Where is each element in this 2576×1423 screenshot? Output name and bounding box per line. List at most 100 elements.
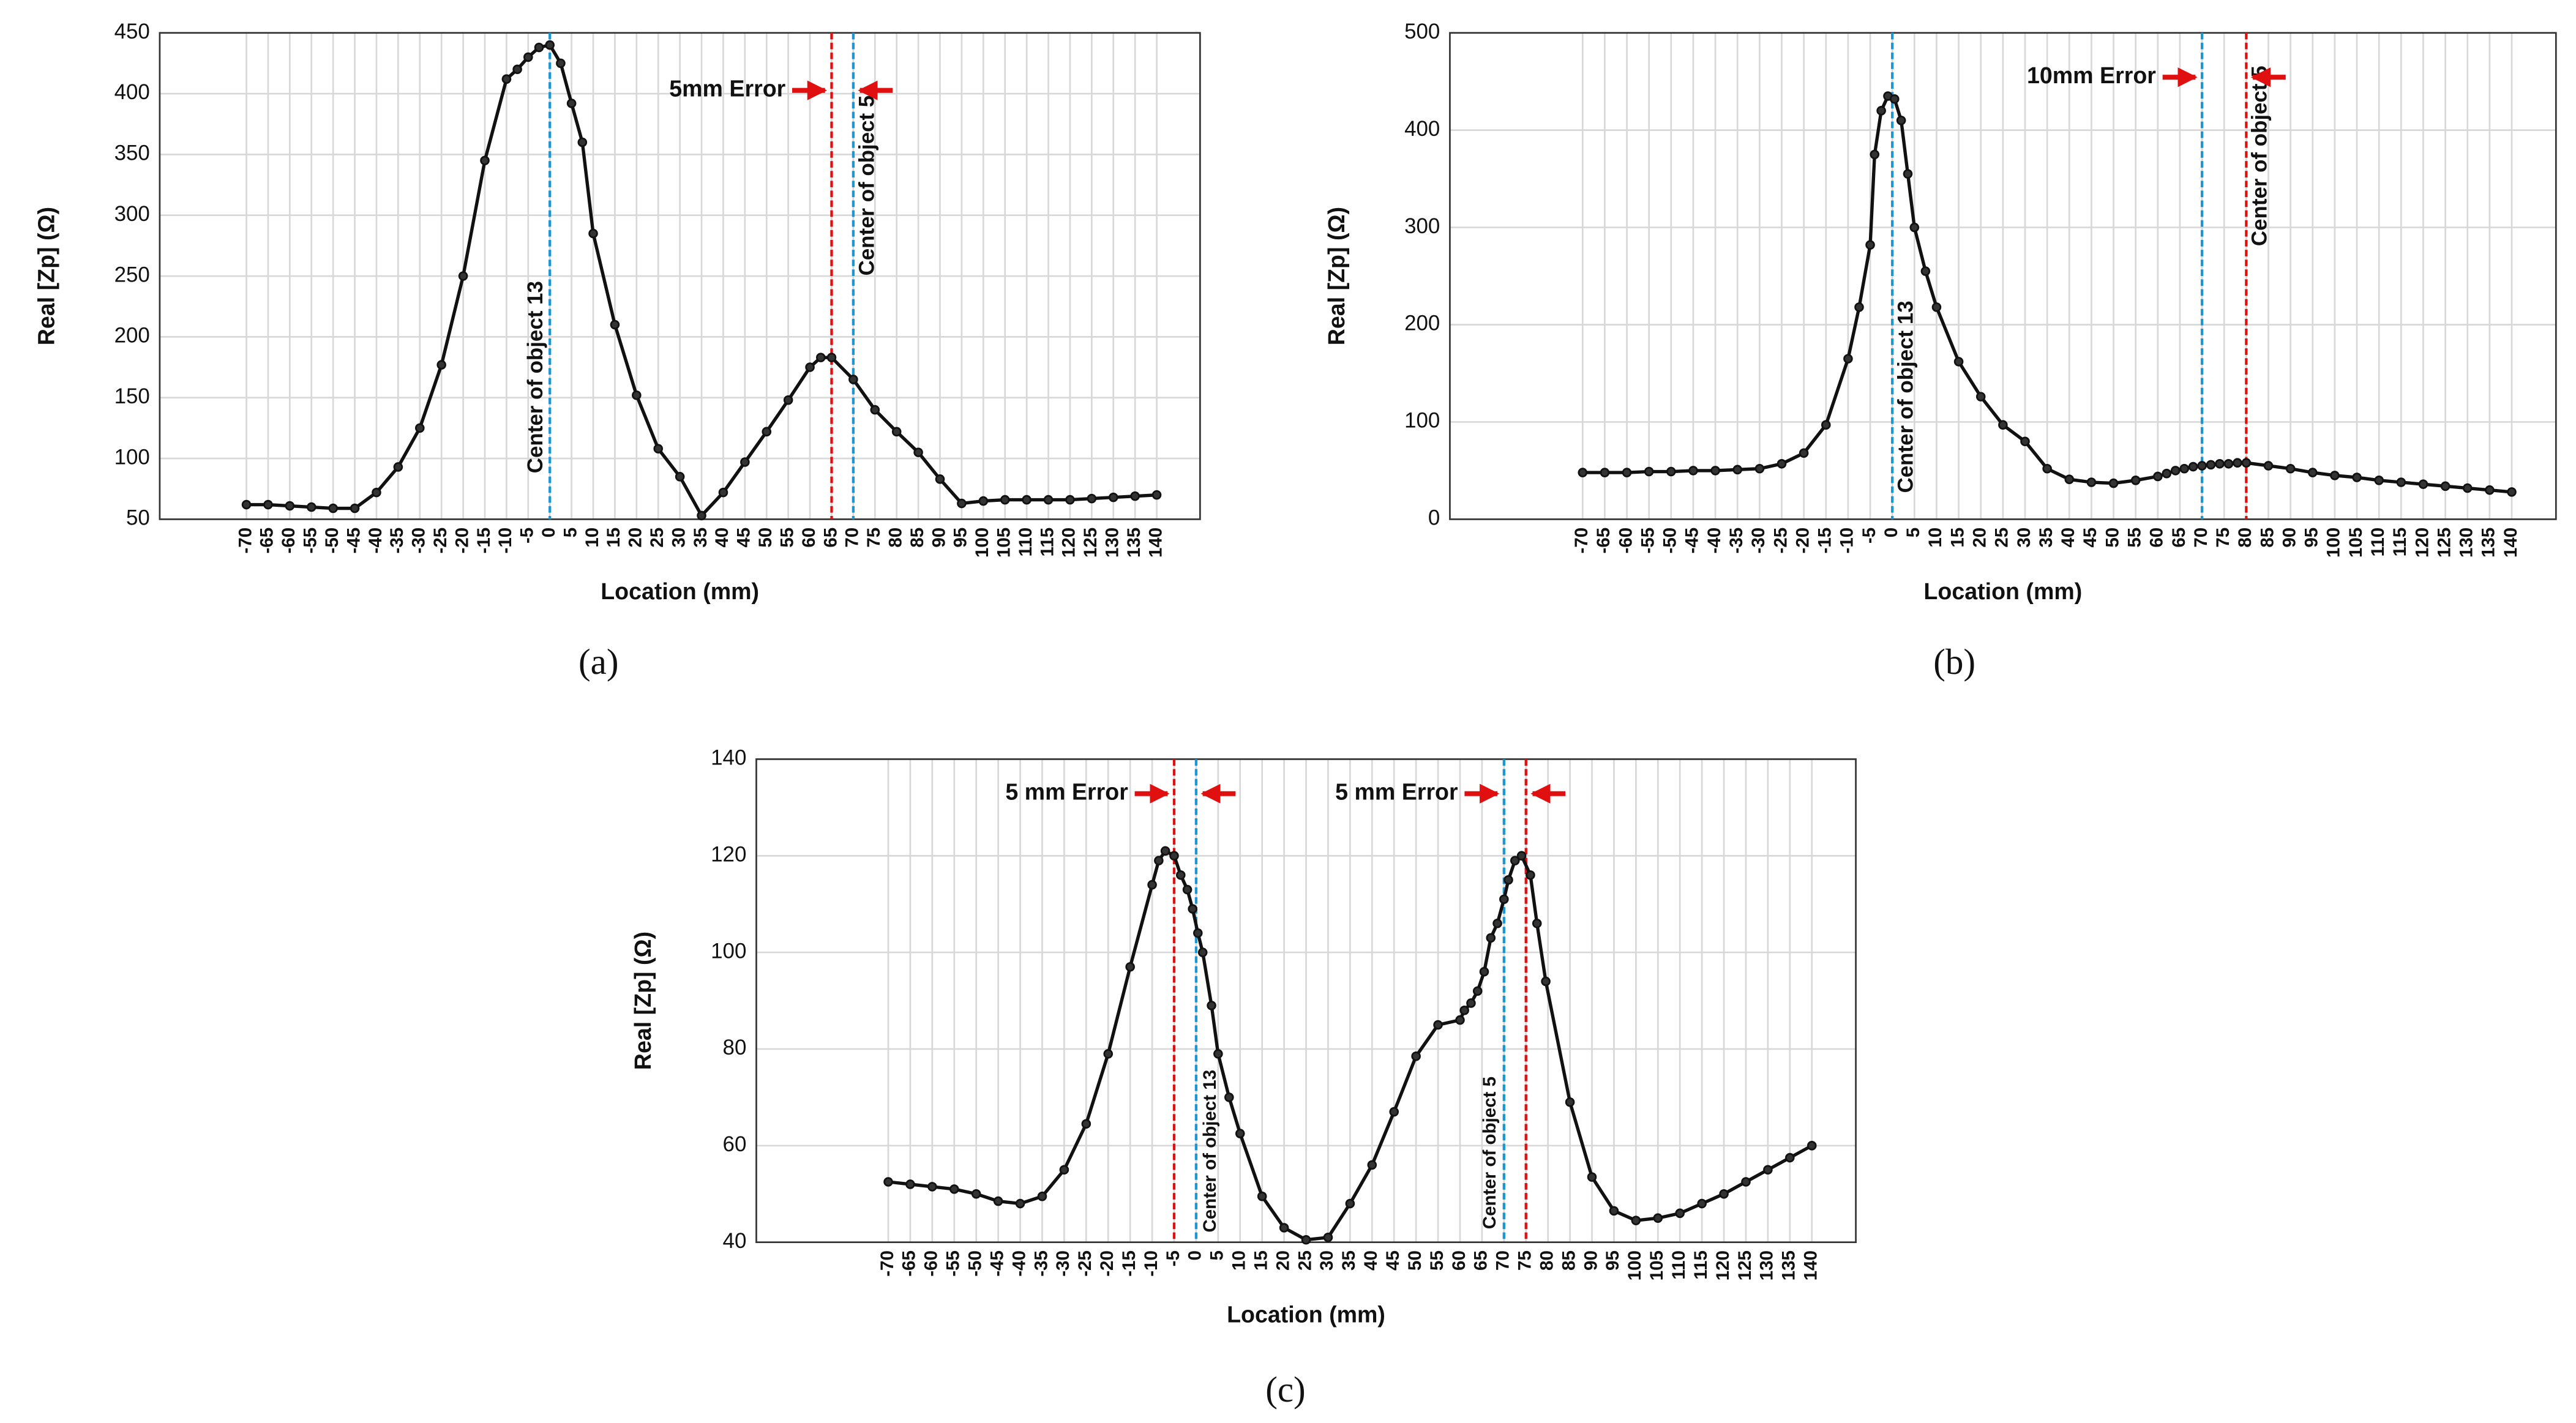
x-tick-label: 135 (1779, 1250, 1799, 1280)
x-tick-label: 110 (2368, 528, 2388, 557)
data-point (1472, 986, 1483, 996)
data-point (1081, 1119, 1091, 1129)
x-tick-label: 30 (668, 528, 689, 548)
x-tick-label: -65 (1593, 528, 1614, 554)
x-tick-label: -35 (387, 528, 407, 554)
x-tick-label: -10 (495, 528, 515, 554)
x-tick-label: 10 (1229, 1250, 1249, 1271)
x-tick-label: 0 (1185, 1250, 1205, 1260)
y-tick-label: 100 (1404, 409, 1440, 433)
y-tick-label: 50 (126, 506, 150, 530)
data-point (1516, 851, 1527, 861)
data-point (1909, 222, 1920, 233)
data-point (1479, 966, 1489, 977)
x-tick-label: -20 (452, 528, 472, 554)
data-point (2263, 461, 2274, 471)
x-tick-label: 15 (604, 528, 624, 548)
x-tick-label: -55 (943, 1250, 964, 1277)
marker-label: Center of object 13 (1200, 1070, 1220, 1233)
x-tick-label: 20 (626, 528, 646, 548)
data-point (927, 1182, 937, 1192)
x-tick-label: 20 (1970, 528, 1990, 548)
x-tick-label: 125 (1735, 1250, 1755, 1280)
data-point (1876, 106, 1886, 116)
data-point (1175, 870, 1186, 880)
x-tick-label: -15 (1815, 528, 1835, 554)
y-tick-label: 250 (114, 263, 150, 286)
x-tick-label: 30 (1317, 1250, 1337, 1271)
data-point (2064, 474, 2075, 485)
x-tick-label: -25 (1770, 528, 1791, 554)
marker-label: Center of object 5 (2248, 65, 2272, 246)
x-tick-label: -10 (1141, 1250, 1161, 1277)
y-tick-label: 300 (1404, 214, 1440, 238)
error-label: 5 mm Error (1335, 779, 1458, 805)
data-point (949, 1184, 959, 1194)
data-point (675, 472, 685, 482)
x-tick-label: 40 (712, 528, 732, 548)
x-tick-label: 85 (1559, 1250, 1579, 1271)
data-point (414, 423, 425, 433)
x-tick-label: 105 (2346, 528, 2366, 558)
x-tick-label: 75 (1515, 1250, 1535, 1271)
data-point (501, 74, 512, 84)
data-point (2188, 461, 2198, 472)
x-tick-label: 75 (864, 528, 884, 548)
x-tick-label: 140 (2501, 528, 2521, 558)
x-tick-label: -40 (1704, 528, 1724, 554)
x-axis-title: Location (mm) (1227, 1301, 1385, 1327)
data-point (653, 444, 664, 454)
y-tick-label: 60 (723, 1132, 747, 1156)
data-point (1697, 1198, 1707, 1209)
x-tick-label: 65 (2169, 528, 2189, 548)
data-point (1865, 240, 1875, 250)
data-point (2307, 468, 2318, 477)
x-tick-label: -45 (1682, 528, 1702, 554)
plot-frame (1449, 32, 2557, 520)
data-point (848, 375, 858, 384)
x-tick-label: 90 (2279, 528, 2299, 548)
data-point (1015, 1198, 1025, 1209)
x-tick-label: 70 (2191, 528, 2211, 548)
x-tick-label: 125 (1080, 528, 1101, 558)
data-point (2170, 466, 2181, 476)
data-point (1799, 448, 1809, 458)
data-point (805, 362, 815, 372)
y-tick-label: 200 (1404, 312, 1440, 335)
x-tick-label: 35 (2036, 528, 2056, 548)
data-point (1235, 1129, 1245, 1138)
x-tick-label: 85 (2257, 528, 2277, 548)
data-point (1455, 1015, 1465, 1025)
data-point (1147, 880, 1157, 890)
data-point (815, 353, 826, 362)
data-point (512, 64, 522, 75)
data-point (2197, 461, 2207, 471)
x-tick-label: 135 (2479, 528, 2499, 558)
data-point (2162, 468, 2172, 479)
data-point (1160, 846, 1170, 856)
data-point (1188, 904, 1197, 914)
data-point (1920, 266, 1931, 276)
x-tick-label: 80 (2235, 528, 2255, 548)
y-tick-label: 40 (723, 1229, 747, 1253)
x-tick-label: 100 (972, 528, 992, 558)
x-tick-label: -55 (1638, 528, 1658, 554)
y-tick-label: 400 (1404, 117, 1440, 141)
data-point (263, 499, 273, 510)
data-point (1578, 468, 1588, 477)
x-tick-label: 35 (691, 528, 711, 548)
data-point (2130, 476, 2141, 485)
data-point (2206, 460, 2216, 470)
x-tick-label: 45 (1383, 1250, 1403, 1271)
x-tick-label: 120 (1059, 528, 1079, 558)
data-point (1565, 1097, 1575, 1107)
data-point (905, 1179, 915, 1189)
x-tick-label: 85 (907, 528, 927, 548)
y-axis-title: Real [Zp] (Ω) (630, 932, 656, 1070)
x-tick-label: -35 (1031, 1250, 1051, 1277)
data-point (762, 427, 772, 437)
x-tick-label: -20 (1792, 528, 1813, 554)
x-tick-label: -40 (1009, 1250, 1029, 1277)
data-point (1503, 875, 1513, 885)
data-point (1486, 933, 1496, 943)
